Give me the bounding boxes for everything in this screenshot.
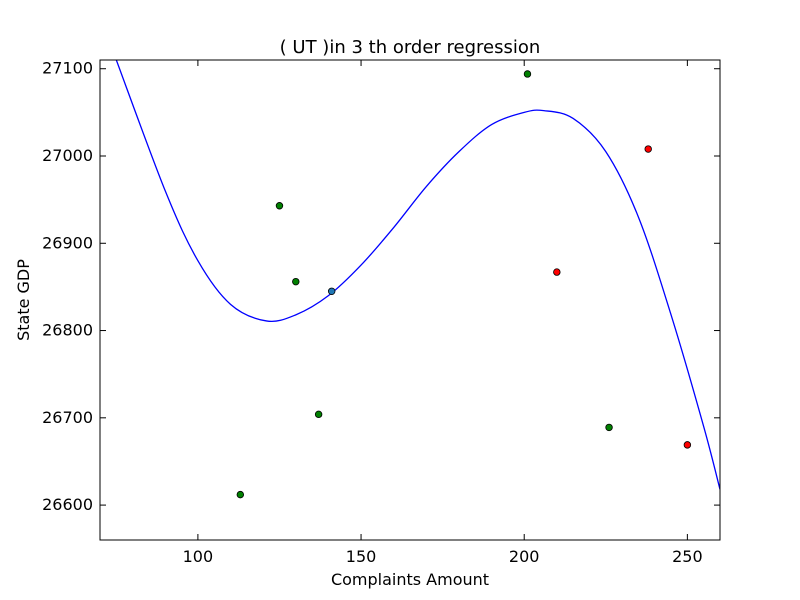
y-tick-label: 26900 [42,233,93,252]
plot-area: 100 150 200 250 26600 26700 26800 26900 27000 271… [42,59,721,566]
x-tick-label: 250 [672,547,703,566]
data-point [236,490,245,499]
x-axis-label: Complaints Amount [331,570,489,589]
y-tick-label: 26800 [42,321,93,340]
regression-curve [115,60,720,490]
data-point [523,70,532,78]
data-point [553,268,561,276]
x-tick-label: 150 [346,547,377,566]
y-axis-label: State GDP [14,259,33,341]
y-tick-label: 26700 [42,408,93,427]
plot-frame [99,59,721,541]
data-point [683,441,692,449]
x-tick-label: 200 [509,547,540,566]
data-point [644,145,652,153]
x-tick-label: 100 [183,547,214,566]
data-point [275,202,284,210]
y-tick-label: 26600 [42,495,93,514]
chart-title: ( UT )in 3 th order regression [280,37,541,58]
y-tick-label: 27100 [42,59,93,78]
data-point [314,410,323,419]
y-tick-label: 27000 [42,146,93,165]
data-point [605,423,613,432]
data-point [327,287,336,295]
data-point [292,277,300,286]
